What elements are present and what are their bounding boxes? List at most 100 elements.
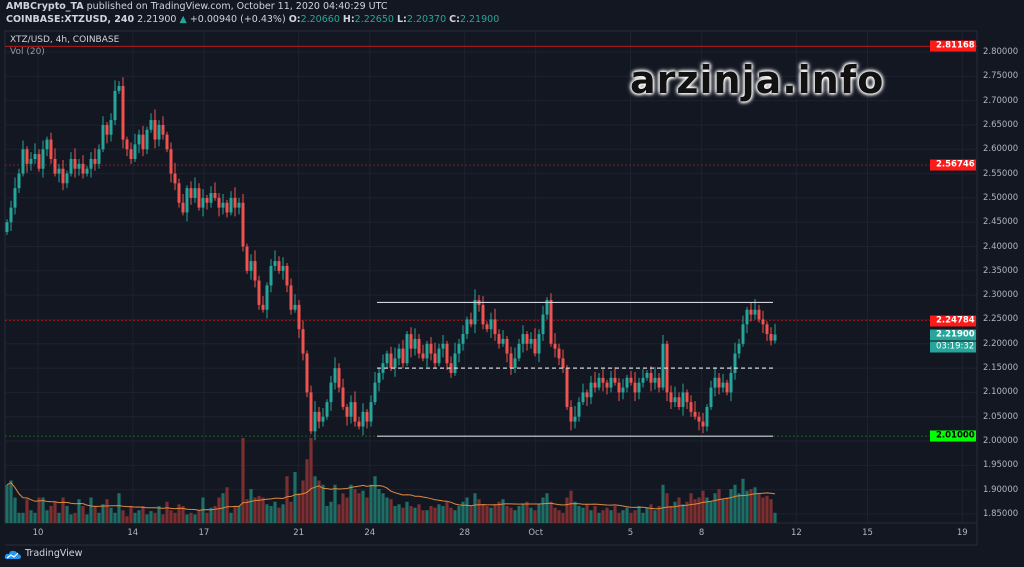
price-tick-label: 1.85000 [983,508,1019,519]
candle-body [625,377,629,388]
candle-body [609,377,613,388]
volume-bar [729,489,733,523]
volume-bar [733,484,737,523]
candle-body [713,377,717,388]
price-tick-label: 1.95000 [983,460,1019,471]
candle-body [137,134,141,145]
candle-body [633,382,637,393]
volume-bar [313,476,317,523]
candle-body [213,193,217,198]
candle-body [545,300,549,315]
volume-bar [93,506,97,523]
price-tick-label: 2.45000 [983,217,1019,228]
candle-body [105,124,109,135]
volume-bar [393,506,397,523]
price-tick-label: 2.75000 [983,71,1019,82]
candle-body [29,158,33,164]
candle-body [93,158,97,164]
up-arrow-icon: ▲ [179,14,187,25]
publisher-name[interactable]: AMBCrypto_TA [6,1,84,12]
volume-bar [501,499,505,523]
volume-bar [293,472,297,523]
volume-bar [637,506,641,523]
candle-body [201,197,205,208]
volume-bar [373,476,377,523]
price-tick-label: 2.05000 [983,411,1019,422]
candle-body [97,149,101,164]
volume-bar [489,507,493,523]
candle-body [361,411,365,427]
volume-bar [117,493,121,523]
candle-body [645,372,649,378]
volume-bar [405,501,409,523]
candle-body [661,343,665,388]
candle-body [605,382,609,388]
candle-body [65,173,69,184]
volume-bar [589,510,593,523]
candle-body [753,309,757,315]
candle-body [393,358,397,369]
candle-body [497,334,501,344]
volume-bar [261,497,265,523]
candle-body [121,86,125,140]
volume-bar [593,506,597,523]
volume-bar [309,438,313,523]
candle-body [357,421,361,427]
candle-body [717,377,721,388]
volume-bar [681,504,685,523]
volume-bar [193,514,197,523]
candle-body [353,402,357,422]
candle-body [145,129,149,150]
volume-bar [453,510,457,523]
time-tick-label: 14 [127,528,139,538]
candle-body [445,343,449,364]
candle-body [553,343,557,349]
volume-bar [709,501,713,523]
candle-body [181,202,185,213]
tradingview-logo[interactable]: TradingView [4,548,82,560]
time-tick-label: 5 [627,528,634,538]
volume-bar [245,499,249,523]
candle-body [569,406,573,422]
volume-bar [465,497,469,523]
candle-body [325,402,329,417]
candle-body [25,149,29,164]
price-tick-label: 2.20000 [983,338,1019,349]
candle-body [17,173,21,189]
volume-bar [285,476,289,523]
volume-bar [177,504,181,523]
price-tick-label: 2.30000 [983,290,1019,301]
volume-bar [205,512,209,523]
time-tick-label: 19 [956,528,968,538]
volume-bar [329,501,333,523]
candle-body [573,416,577,422]
price-change: +0.00940 (+0.43%) [189,14,286,25]
volume-bar [321,484,325,523]
candle-body [469,319,473,325]
volume-bar [129,506,133,523]
volume-bar [201,497,205,523]
volume-bar [33,512,37,523]
volume-bar [17,512,21,523]
candle-body [69,158,73,174]
volume-bar [381,493,385,523]
volume-bar [361,490,365,523]
volume-bar [281,504,285,523]
volume-bar [397,504,401,523]
chart-pane-border [4,30,978,524]
candle-body [77,163,81,169]
series-legend[interactable]: XTZ/USD, 4h, COINBASE [10,35,120,45]
candle-body [157,124,161,140]
candle-body [205,197,209,203]
volume-bar [325,506,329,523]
candle-body [117,86,121,91]
volume-bar [457,506,461,523]
candle-body [749,309,753,315]
volume-bar [85,514,89,523]
volume-bar [141,506,145,523]
volume-legend[interactable]: Vol (20) [10,47,45,57]
volume-bar [353,489,357,523]
volume-bar [365,497,369,523]
volume-bar [345,497,349,523]
